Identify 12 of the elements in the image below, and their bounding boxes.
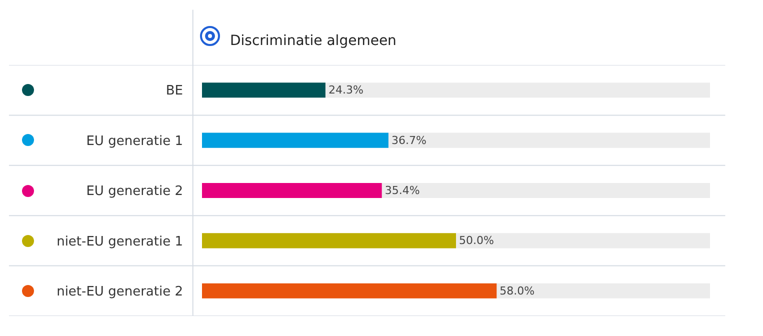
chart-title: Discriminatie algemeen <box>230 33 396 50</box>
y-tick-label: EU generatie 1 <box>86 134 183 149</box>
bar <box>202 82 326 98</box>
data-label: 58.0% <box>500 284 535 298</box>
y-tick-label: BE <box>166 84 183 99</box>
y-tick-label: EU generatie 2 <box>86 184 183 200</box>
y-tick-label: niet-EU generatie 1 <box>56 234 183 250</box>
data-label: 35.4% <box>384 184 420 197</box>
data-label: 50.0% <box>459 234 494 248</box>
y-tick-label: niet-EU generatie 2 <box>56 284 183 300</box>
data-label: 36.7% <box>391 134 426 147</box>
data-label: 24.3% <box>328 84 364 97</box>
